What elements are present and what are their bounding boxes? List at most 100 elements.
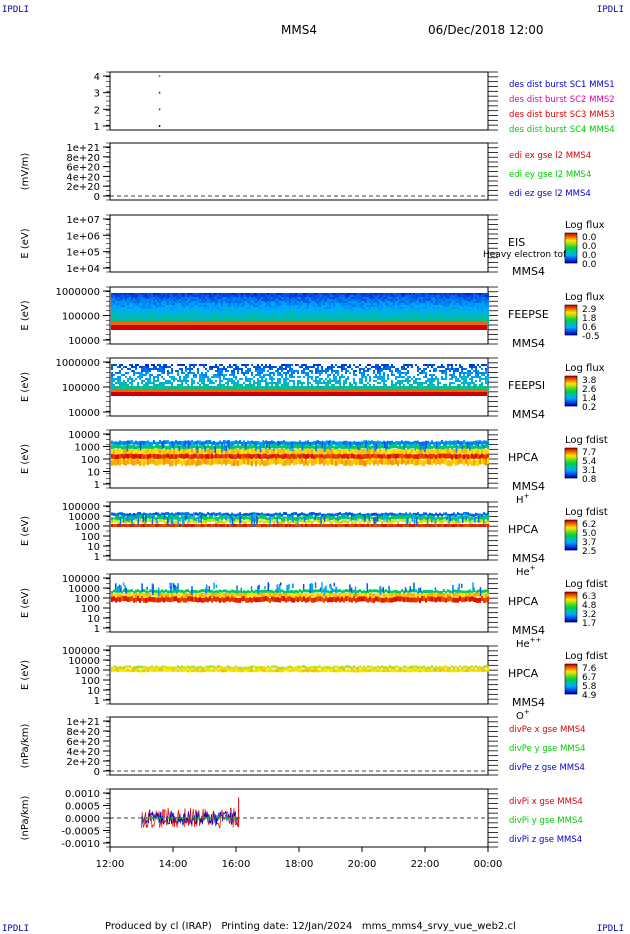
spectrogram-cell [131,295,133,297]
spectrogram-cell [317,301,319,303]
spectrogram-cell [321,307,323,309]
spectrogram-cell [461,293,463,295]
colorbar-cell [565,463,577,465]
spectrogram-cell [159,293,161,295]
spectrogram-cell [243,297,245,299]
spectrogram-cell [197,315,199,317]
spectrogram-cell [289,380,291,382]
spectrogram-cell [279,295,281,297]
spectrogram-cell [269,378,271,380]
spectrogram-cell [187,372,189,374]
spectrogram-cell [175,386,177,388]
spectrogram-cell [147,386,149,388]
spectrogram-cell [221,315,223,317]
spectrogram-cell [403,299,405,301]
spectrogram-cell [277,309,279,311]
spectrogram-cell [335,307,337,309]
spectrogram-cell [213,313,215,315]
spectrogram-cell [343,311,345,313]
spectrogram-cell [275,313,277,315]
spectrogram-cell [297,311,299,313]
spectrogram-cell [307,313,309,315]
spectrogram-cell [337,386,339,388]
spectrogram-cell [155,303,157,305]
spectrogram-cell [181,319,183,321]
spectrogram-feepsi [111,364,489,396]
spectrogram-cell [365,301,367,303]
spectrogram-cell [339,319,341,321]
spectrogram-cell [277,311,279,313]
spectrogram-cell [223,319,225,321]
spectrogram-cell [421,315,423,317]
spectrogram-cell [379,297,381,299]
spectrogram-cell [143,366,145,368]
spectrogram-cell [205,386,207,388]
spectrogram-cell [233,315,235,317]
spectrogram-cell [457,313,459,315]
spectrogram-cell [167,299,169,301]
spectrogram-cell [231,370,233,372]
spectrogram-cell [169,309,171,311]
spectrogram-cell [145,309,147,311]
spectrogram-cell [209,295,211,297]
spectrogram-cell [247,299,249,301]
spectrogram-cell [145,295,147,297]
spectrogram-cell [291,293,293,295]
spectrogram-cell [389,309,391,311]
spectrogram-cell [263,317,265,319]
spectrogram-cell [265,305,267,307]
spectrogram-cell [175,313,177,315]
spectrogram-cell [193,364,195,366]
spectrogram-cell [135,299,137,301]
spectrogram-cell [231,319,233,321]
spectrogram-cell [151,307,153,309]
spectrogram-cell [331,301,333,303]
colorbar-cell [565,692,577,694]
spectrogram-cell [119,376,121,378]
spectrogram-cell [233,380,235,382]
colorbar-tick-label: 0.0 [582,242,597,252]
spectrogram-cell [237,368,239,370]
spectrogram-cell [119,386,121,388]
spectrogram-cell [219,295,221,297]
spectrogram-cell [337,309,339,311]
spectrogram-cell [277,299,279,301]
spectrogram-cell [297,293,299,295]
spectrogram-cell [363,293,365,295]
y-tick-label: 10000 [68,656,100,667]
spectrogram-cell [455,309,457,311]
spectrogram-cell [119,309,121,311]
y-axis-label: E (eV) [20,228,31,258]
spectrogram-cell [325,317,327,319]
spectrogram-cell [111,307,113,309]
spectrogram-cell [113,317,115,319]
colorbar-cell [565,253,577,255]
spectrogram-cell [445,305,447,307]
spectrogram-cell [479,303,481,305]
spectrogram-cell [345,364,347,366]
spectrogram-cell [201,307,203,309]
spectrogram-cell [279,368,281,370]
colorbar-cell [565,621,577,623]
spectrogram-cell [173,301,175,303]
spectrogram-cell [117,301,119,303]
y-tick-label: 10000 [68,336,100,347]
spectrogram-cell [119,313,121,315]
spectrogram-cell [295,301,297,303]
spectrogram-cell [241,372,243,374]
spectrogram-cell [345,295,347,297]
spectrogram-cell [291,317,293,319]
spectrogram-cell [485,299,487,301]
spectrogram-cell [153,301,155,303]
spectrogram-cell [159,301,161,303]
spectrogram-cell [217,317,219,319]
spectrogram-cell [481,295,483,297]
spectrogram-cell [487,303,489,305]
spectrogram-cell [311,299,313,301]
spectrogram-cell [231,305,233,307]
spectrogram-cell [137,311,139,313]
spectrogram-cell [143,309,145,311]
spectrogram-cell [469,293,471,295]
spectrogram-cell [189,386,191,388]
spectrogram-cell [177,315,179,317]
